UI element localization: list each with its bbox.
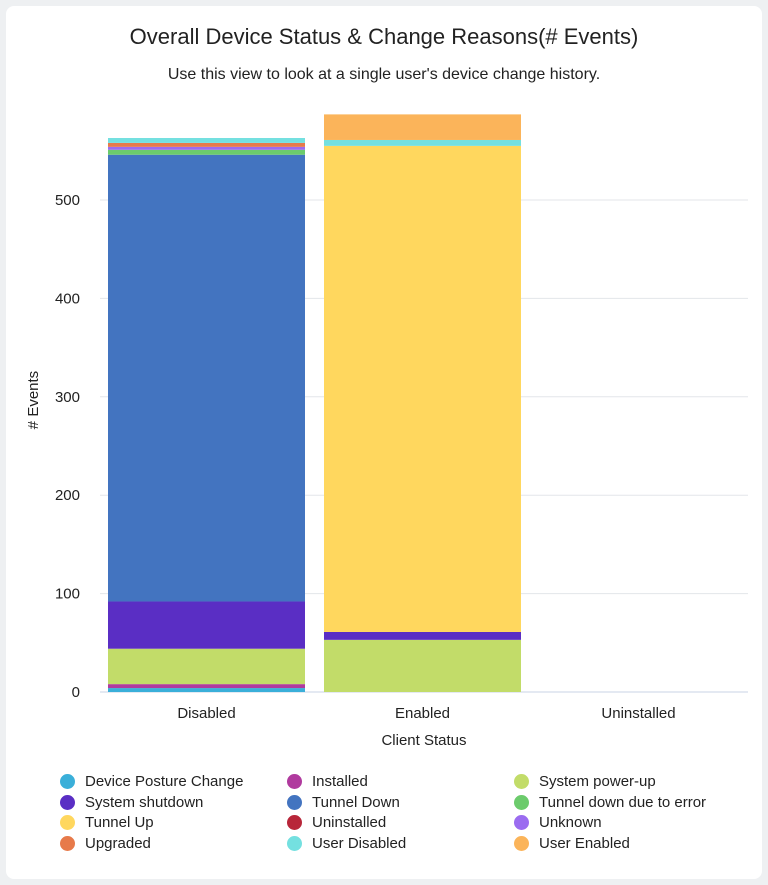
- legend-swatch: [287, 835, 302, 851]
- legend-label: Tunnel down due to error: [539, 793, 707, 811]
- bar-segment-system-power-up: [108, 648, 305, 685]
- legend-label: System power-up: [539, 773, 656, 791]
- y-tick-label: 400: [55, 290, 80, 307]
- legend: Device Posture Change Installed System pow…: [60, 772, 740, 853]
- y-tick-label: 0: [72, 684, 80, 701]
- legend-item[interactable]: Tunnel Down: [287, 793, 514, 813]
- y-tick-label: 200: [55, 487, 80, 504]
- chart-title: Overall Device Status & Change Reasons(#…: [129, 24, 639, 49]
- legend-label: Unknown: [539, 814, 602, 832]
- y-axis-label: # Events: [25, 371, 42, 429]
- legend-item[interactable]: System power-up: [514, 772, 740, 792]
- bar-segment-upgraded: [108, 142, 305, 147]
- legend-swatch: [514, 794, 529, 810]
- legend-item[interactable]: Upgraded: [60, 834, 287, 854]
- y-tick-label: 100: [55, 586, 80, 603]
- legend-item[interactable]: User Disabled: [287, 834, 514, 854]
- legend-label: Uninstalled: [312, 814, 387, 832]
- legend-swatch: [287, 794, 302, 810]
- bar-segment-system-power-up: [324, 639, 521, 692]
- legend-label: Installed: [312, 773, 368, 791]
- bar-segment-tunnel-down-due-to-error: [108, 149, 305, 155]
- bar-segment-system-shutdown: [324, 631, 521, 640]
- stacked-bar-chart: 0 100 200 300 400 500 Disabled Enabled Uninstall…: [25, 114, 748, 749]
- x-tick-label: Uninstalled: [601, 705, 675, 722]
- bar-segment-tunnel-down: [108, 154, 305, 602]
- bar-segment-tunnel-up: [324, 145, 521, 632]
- legend-label: Upgraded: [85, 834, 151, 852]
- x-tick-label: Enabled: [395, 705, 450, 722]
- bar-segment-user-disabled: [108, 138, 305, 143]
- x-axis-label: Client Status: [381, 732, 466, 749]
- legend-label: User Disabled: [312, 834, 407, 852]
- legend-swatch: [60, 835, 75, 851]
- legend-swatch: [60, 815, 75, 831]
- legend-item[interactable]: Tunnel down due to error: [514, 793, 740, 813]
- chart-subtitle: Use this view to look at a single user's…: [167, 66, 601, 83]
- legend-swatch: [514, 815, 529, 831]
- legend-swatch: [60, 794, 75, 810]
- legend-item[interactable]: Device Posture Change: [60, 772, 287, 792]
- legend-item[interactable]: User Enabled: [514, 834, 740, 854]
- legend-label: System shutdown: [85, 793, 204, 811]
- bar-segment-system-shutdown: [108, 601, 305, 649]
- bar-segment-unknown: [108, 146, 305, 150]
- legend-label: Tunnel Up: [85, 814, 154, 832]
- legend-swatch: [514, 774, 529, 790]
- legend-label: Tunnel Down: [312, 793, 400, 811]
- bar-segment-device-posture-change: [108, 688, 305, 692]
- legend-label: User Enabled: [539, 834, 630, 852]
- legend-item[interactable]: Unknown: [514, 813, 740, 833]
- legend-item[interactable]: System shutdown: [60, 793, 287, 813]
- legend-swatch: [287, 774, 302, 790]
- legend-swatch: [60, 774, 75, 790]
- legend-swatch: [514, 835, 529, 851]
- bar-segment-installed: [108, 684, 305, 689]
- legend-item[interactable]: Installed: [287, 772, 514, 792]
- y-tick-label: 500: [55, 192, 80, 209]
- legend-item[interactable]: Tunnel Up: [60, 813, 287, 833]
- legend-label: Device Posture Change: [85, 773, 244, 791]
- x-tick-label: Disabled: [177, 705, 235, 722]
- bar-segment-user-enabled: [324, 114, 521, 140]
- bar-segment-user-disabled: [324, 139, 521, 146]
- legend-item[interactable]: Uninstalled: [287, 813, 514, 833]
- legend-swatch: [287, 815, 302, 831]
- y-tick-label: 300: [55, 389, 80, 406]
